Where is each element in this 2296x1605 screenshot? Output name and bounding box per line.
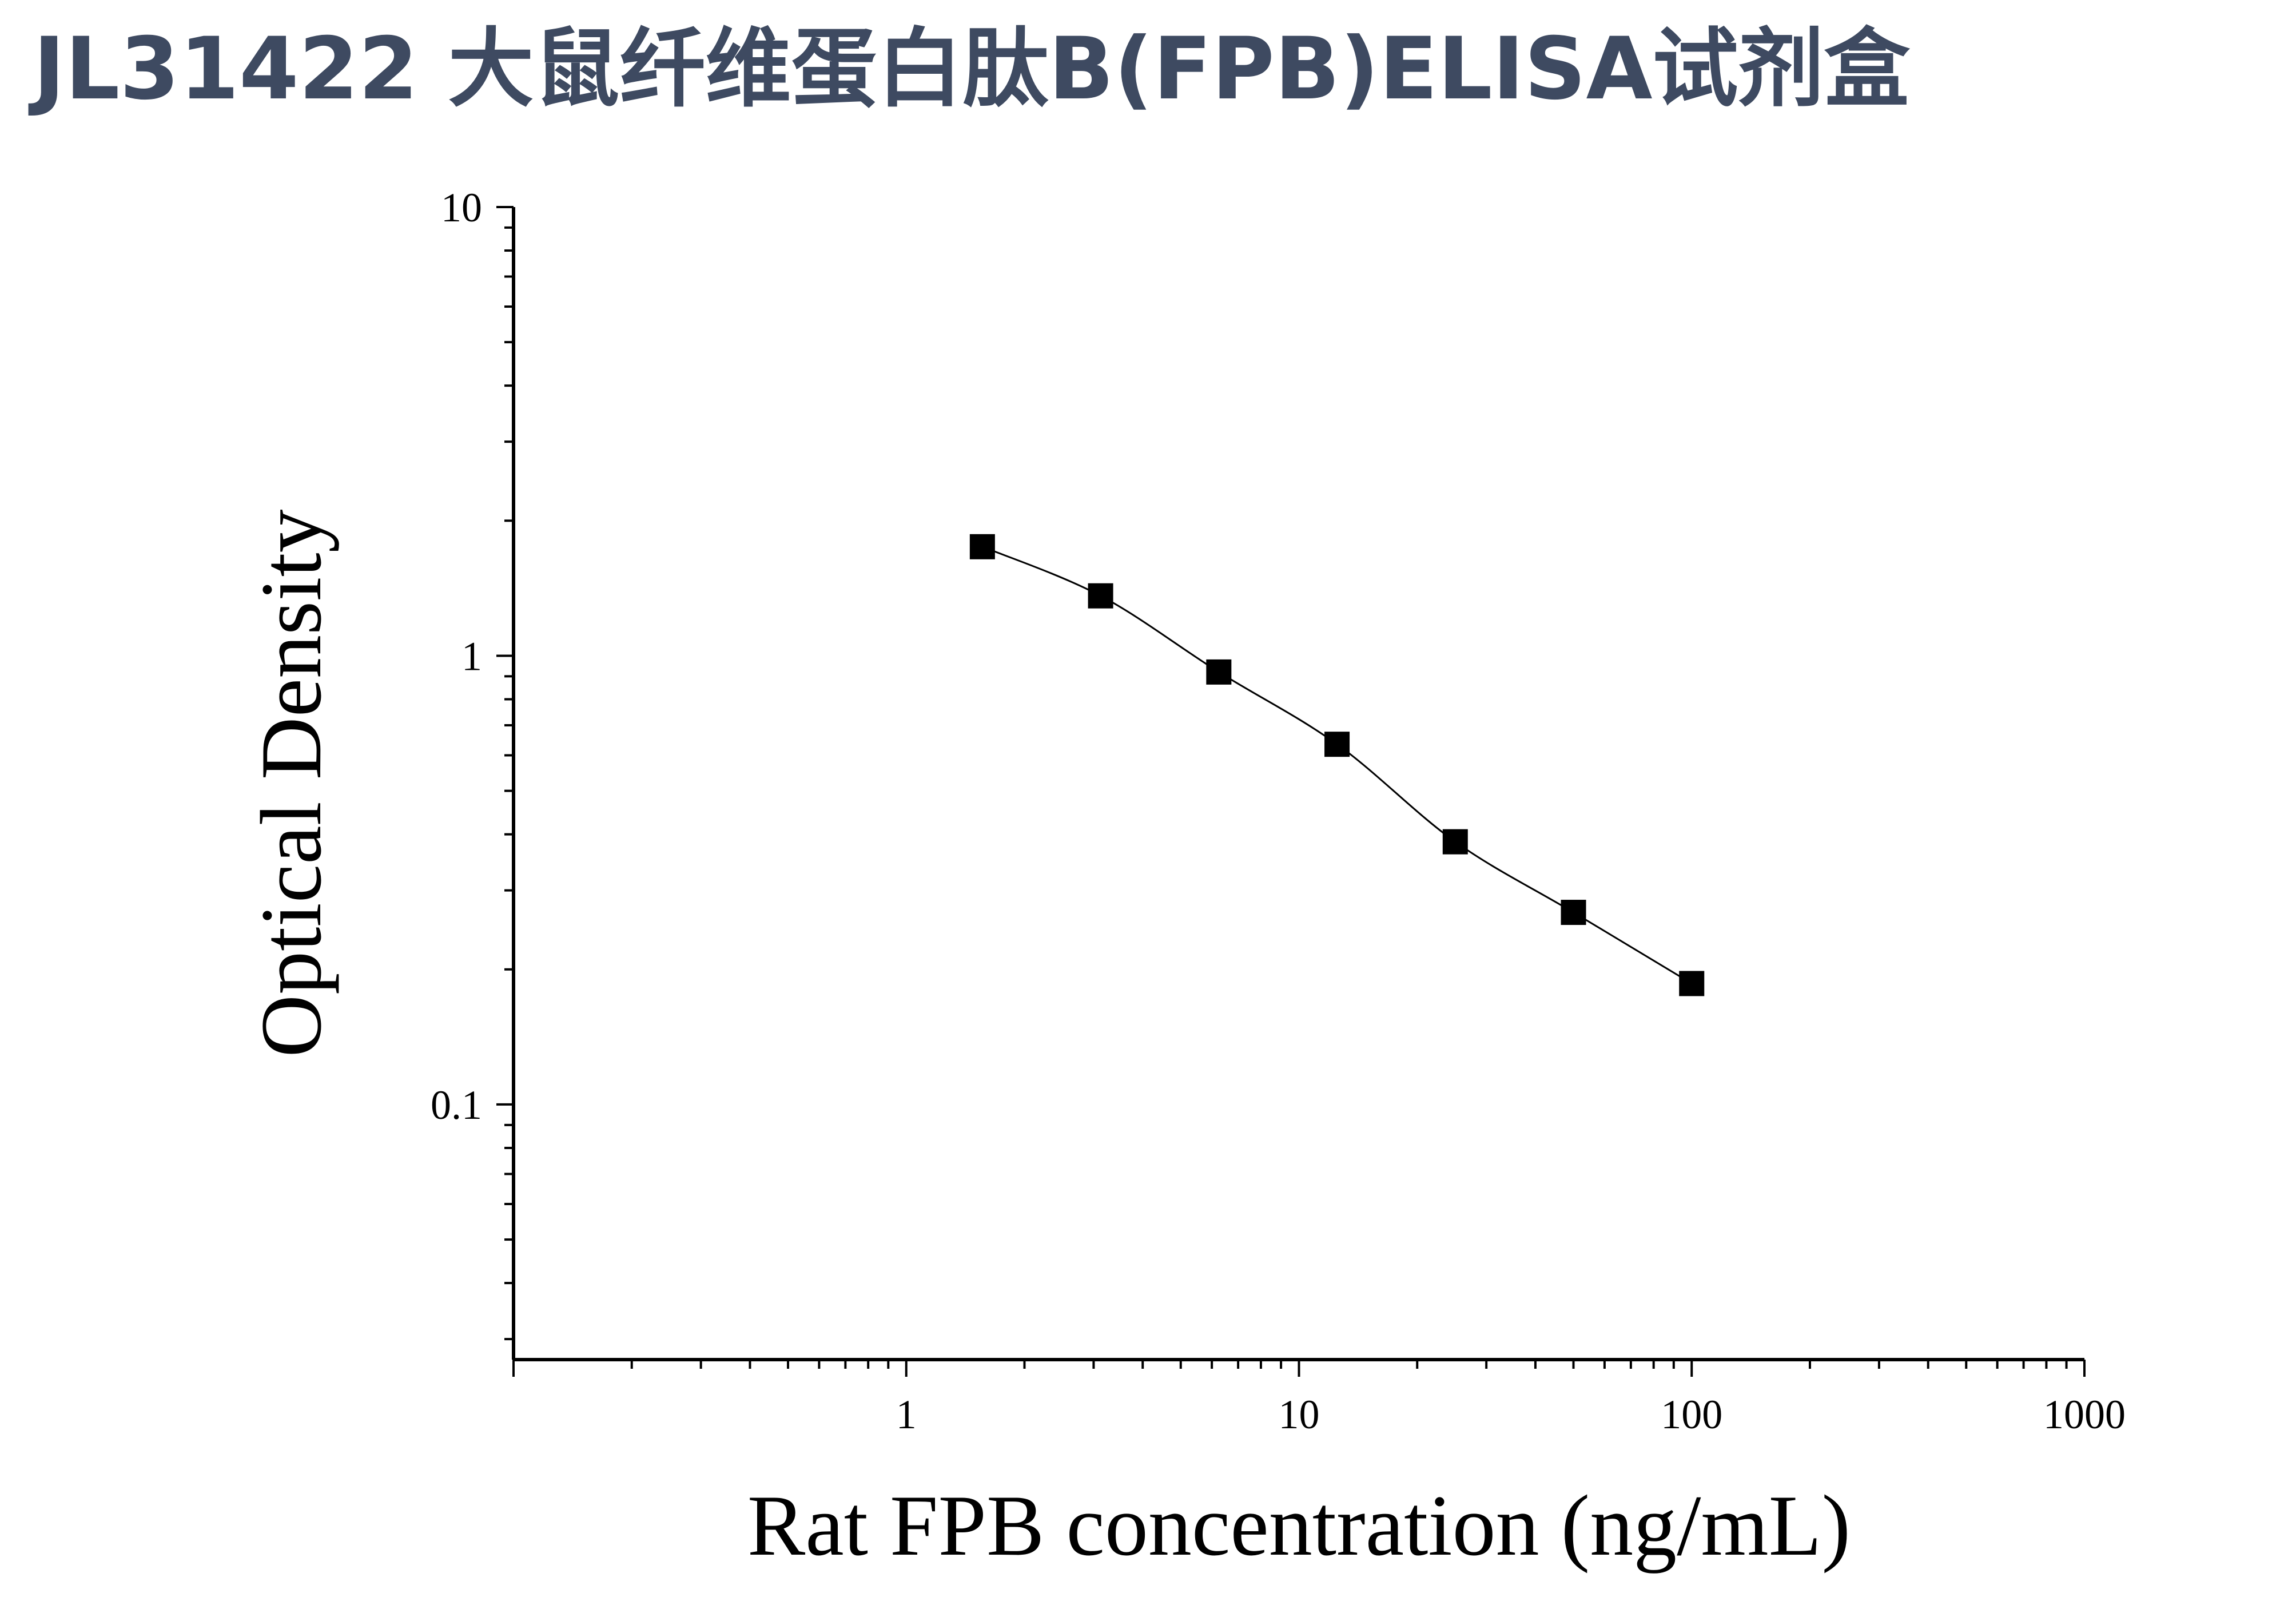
x-tick-label: 100 xyxy=(1661,1392,1722,1437)
x-tick-label: 1 xyxy=(896,1392,917,1437)
data-point-marker xyxy=(1561,900,1586,925)
data-point-marker xyxy=(969,534,995,559)
axes xyxy=(496,206,2086,1377)
data-point-marker xyxy=(1088,583,1113,609)
data-point-marker xyxy=(1324,732,1350,757)
data-point-marker xyxy=(1679,971,1705,996)
data-point-marker xyxy=(1206,659,1232,685)
data-points-layer xyxy=(969,534,1705,996)
y-tick-label: 1 xyxy=(461,633,482,679)
x-axis-title: Rat FPB concentration (ng/mL) xyxy=(747,1477,1851,1574)
page-title: JL31422 大鼠纤维蛋白肽B(FPB)ELISA试剂盒 xyxy=(33,19,1910,119)
axis-labels: 1 10 100 1000 0.1 1 10 Rat FPB concentration (n… xyxy=(243,185,2126,1574)
data-point-marker xyxy=(1442,829,1468,855)
x-tick-label: 10 xyxy=(1279,1392,1320,1437)
y-tick-label: 0.1 xyxy=(431,1082,482,1128)
y-tick-label: 10 xyxy=(441,185,482,231)
x-tick-label: 1000 xyxy=(2043,1392,2126,1437)
y-axis-title: Optical Density xyxy=(243,509,339,1057)
